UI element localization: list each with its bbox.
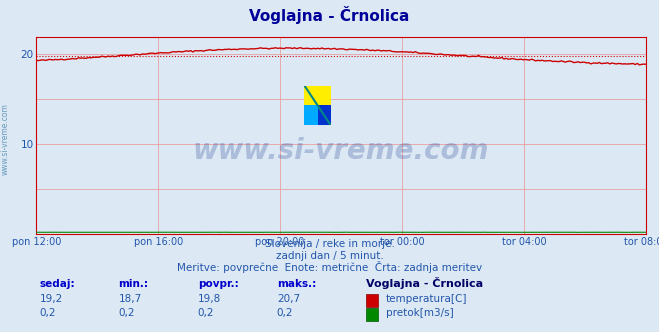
Text: 19,2: 19,2 [40,294,63,304]
Text: povpr.:: povpr.: [198,279,239,289]
Text: zadnji dan / 5 minut.: zadnji dan / 5 minut. [275,251,384,261]
Text: temperatura[C]: temperatura[C] [386,294,467,304]
Text: www.si-vreme.com: www.si-vreme.com [193,137,489,165]
Text: 20,7: 20,7 [277,294,300,304]
Text: Voglajna - Črnolica: Voglajna - Črnolica [249,6,410,24]
Text: Voglajna - Črnolica: Voglajna - Črnolica [366,277,483,289]
Text: www.si-vreme.com: www.si-vreme.com [1,104,10,175]
Bar [318,106,331,125]
Text: pretok[m3/s]: pretok[m3/s] [386,308,453,318]
Text: 0,2: 0,2 [40,308,56,318]
Text: 0,2: 0,2 [277,308,293,318]
Text: 19,8: 19,8 [198,294,221,304]
Text: 0,2: 0,2 [119,308,135,318]
Text: Slovenija / reke in morje.: Slovenija / reke in morje. [264,239,395,249]
Text: maks.:: maks.: [277,279,316,289]
Text: sedaj:: sedaj: [40,279,75,289]
Text: Meritve: povprečne  Enote: metrične  Črta: zadnja meritev: Meritve: povprečne Enote: metrične Črta:… [177,261,482,273]
Text: 18,7: 18,7 [119,294,142,304]
Bar [304,106,318,125]
Bar [304,86,331,106]
Text: min.:: min.: [119,279,149,289]
Text: 0,2: 0,2 [198,308,214,318]
